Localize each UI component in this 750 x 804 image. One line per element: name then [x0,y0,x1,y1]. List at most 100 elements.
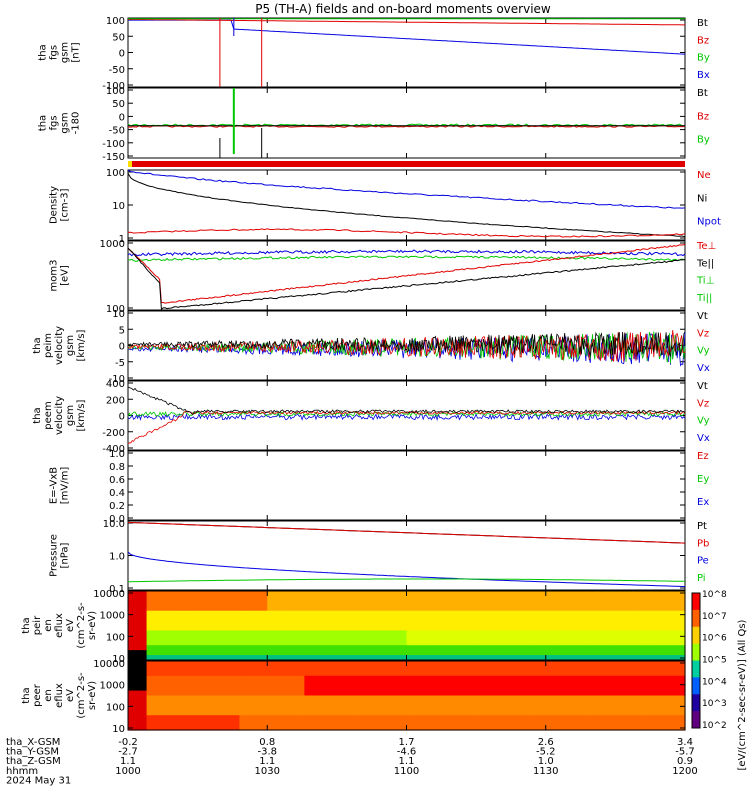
heatmap-cell [601,635,612,641]
heatmap-cell [397,650,408,656]
heatmap-cell [601,665,612,672]
heatmap-cell [378,695,389,702]
heatmap-cell [239,715,250,721]
heatmap-cell [462,685,473,692]
footer-z: 1.1 [399,756,415,767]
heatmap-cell [220,661,231,667]
heatmap-cell [443,625,454,632]
ylabel: E=-VxB [49,467,60,504]
heatmap-cell [313,630,324,636]
heatmap-cell [490,710,500,716]
heatmap-cell [387,700,398,706]
heatmap-cell [462,640,473,646]
heatmap-cell [452,700,463,706]
heatmap-cell [174,625,185,632]
heatmap-cell [341,591,352,597]
heatmap-cell [137,630,148,636]
heatmap-cell [629,630,640,636]
heatmap-cell [480,685,491,692]
heatmap-cell [610,675,621,682]
heatmap-cell [369,700,380,706]
heatmap-cell [165,700,176,706]
heatmap-cell [313,655,324,661]
heatmap-cell [657,720,668,726]
footer-x: 0.8 [259,737,275,748]
ytick-label: -50 [109,65,125,76]
heatmap-cell [285,710,296,716]
heatmap-cell [128,630,138,636]
heatmap-cell [146,620,157,627]
heatmap-cell [165,610,176,617]
heatmap-cell [397,610,408,617]
heatmap-cell [545,640,556,646]
heatmap-cell [341,605,352,612]
heatmap-cell [601,591,612,597]
heatmap-cell [155,591,166,597]
heatmap-cell [397,655,408,661]
heatmap-cell [192,700,203,706]
heatmap-cell [582,610,593,617]
heatmap-cell [425,725,435,731]
colorbar-tick: 10^3 [702,699,727,709]
heatmap-cell [425,655,435,661]
heatmap-cell [508,710,519,716]
heatmap-cell [675,715,686,721]
heatmap-cell [397,665,408,672]
colorbar-band [692,694,700,712]
heatmap-cell [332,695,343,702]
heatmap-cell [360,710,370,716]
heatmap-cell [165,595,176,602]
ytick-label: 1.0 [109,449,125,460]
heatmap-cell [276,625,287,632]
heatmap-cell [137,640,148,646]
heatmap-cell [443,680,454,687]
heatmap-cell [155,695,166,702]
heatmap-cell [573,700,584,706]
colorbar-tick: 10^6 [702,634,727,644]
heatmap-cell [508,715,519,721]
heatmap-cell [452,661,463,667]
heatmap-cell [601,680,612,687]
heatmap-cell [555,595,565,602]
heatmap-cell [174,700,185,706]
heatmap-cell [202,591,213,597]
heatmap-cell [267,591,278,597]
heatmap-cell [620,725,630,731]
heatmap-cell [666,725,677,731]
footer-x: 1.7 [399,737,415,748]
heatmap-cell [638,610,649,617]
heatmap-cell [128,650,138,656]
legend-By: By [697,135,710,146]
ylabel: tha [32,407,43,423]
heatmap-cell [295,645,305,651]
heatmap-cell [564,650,575,656]
heatmap-cell [313,675,324,682]
heatmap-cell [499,615,510,622]
heatmap-cell [443,661,454,667]
heatmap-cell [638,625,649,632]
heatmap-cell [527,595,538,602]
heatmap-cell [239,605,250,612]
heatmap-cell [527,661,538,667]
heatmap-cell [536,695,547,702]
heatmap-cell [239,685,250,692]
heatmap-cell [582,670,593,677]
heatmap-cell [657,675,668,682]
heatmap-cell [211,710,222,716]
heatmap-cell [675,661,686,667]
heatmap-cell [202,610,213,617]
legend-Ne: Ne [697,170,711,181]
heatmap-cell [378,665,389,672]
heatmap-cell [276,710,287,716]
heatmap-cell [425,720,435,726]
heatmap-cell [499,680,510,687]
heatmap-cell [146,705,157,711]
heatmap-cell [174,661,185,667]
heatmap-cell [295,655,305,661]
heatmap-cell [666,680,677,687]
heatmap-cell [647,720,658,726]
heatmap-cell [378,715,389,721]
heatmap-cell [248,655,259,661]
heatmap-cell [490,591,500,597]
legend-Bt: Bt [697,88,708,99]
